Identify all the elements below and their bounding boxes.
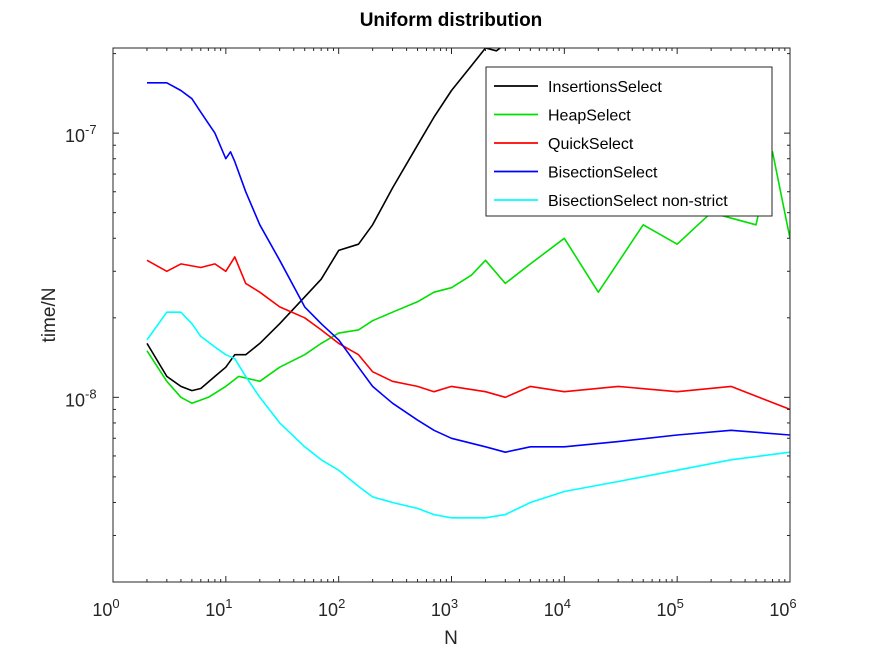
legend-label-2: QuickSelect: [548, 136, 634, 153]
chart-title: Uniform distribution: [360, 10, 543, 31]
x-tick-label: 105: [657, 596, 684, 620]
series-line-4: [146, 311, 790, 519]
series-line-2: [146, 256, 790, 411]
legend: InsertionsSelect HeapSelect QuickSelect Bis…: [485, 66, 773, 217]
x-tick-label: 103: [431, 596, 458, 620]
tick-layer: 100 101 102 103 104 105 106 10-8 10-7: [65, 48, 797, 620]
x-tick-label: 104: [544, 596, 571, 620]
x-tick-label: 101: [205, 596, 232, 620]
x-tick-label: 106: [769, 596, 796, 620]
series-line-1: [146, 151, 790, 405]
x-axis-label: N: [444, 628, 458, 649]
series-line-0: [146, 48, 501, 392]
legend-label-1: HeapSelect: [548, 108, 631, 125]
y-axis-label: time/N: [39, 288, 60, 343]
legend-label-4: BisectionSelect non-strict: [548, 193, 728, 210]
x-tick-label: 100: [92, 596, 119, 620]
y-tick-label: 10-8: [65, 386, 97, 410]
legend-label-3: BisectionSelect: [548, 165, 658, 182]
y-tick-label: 10-7: [65, 122, 97, 146]
x-tick-label: 102: [318, 596, 345, 620]
legend-box: [485, 66, 773, 217]
series-layer: [146, 48, 790, 519]
series-line-3: [147, 82, 790, 454]
legend-label-0: InsertionsSelect: [548, 79, 662, 96]
